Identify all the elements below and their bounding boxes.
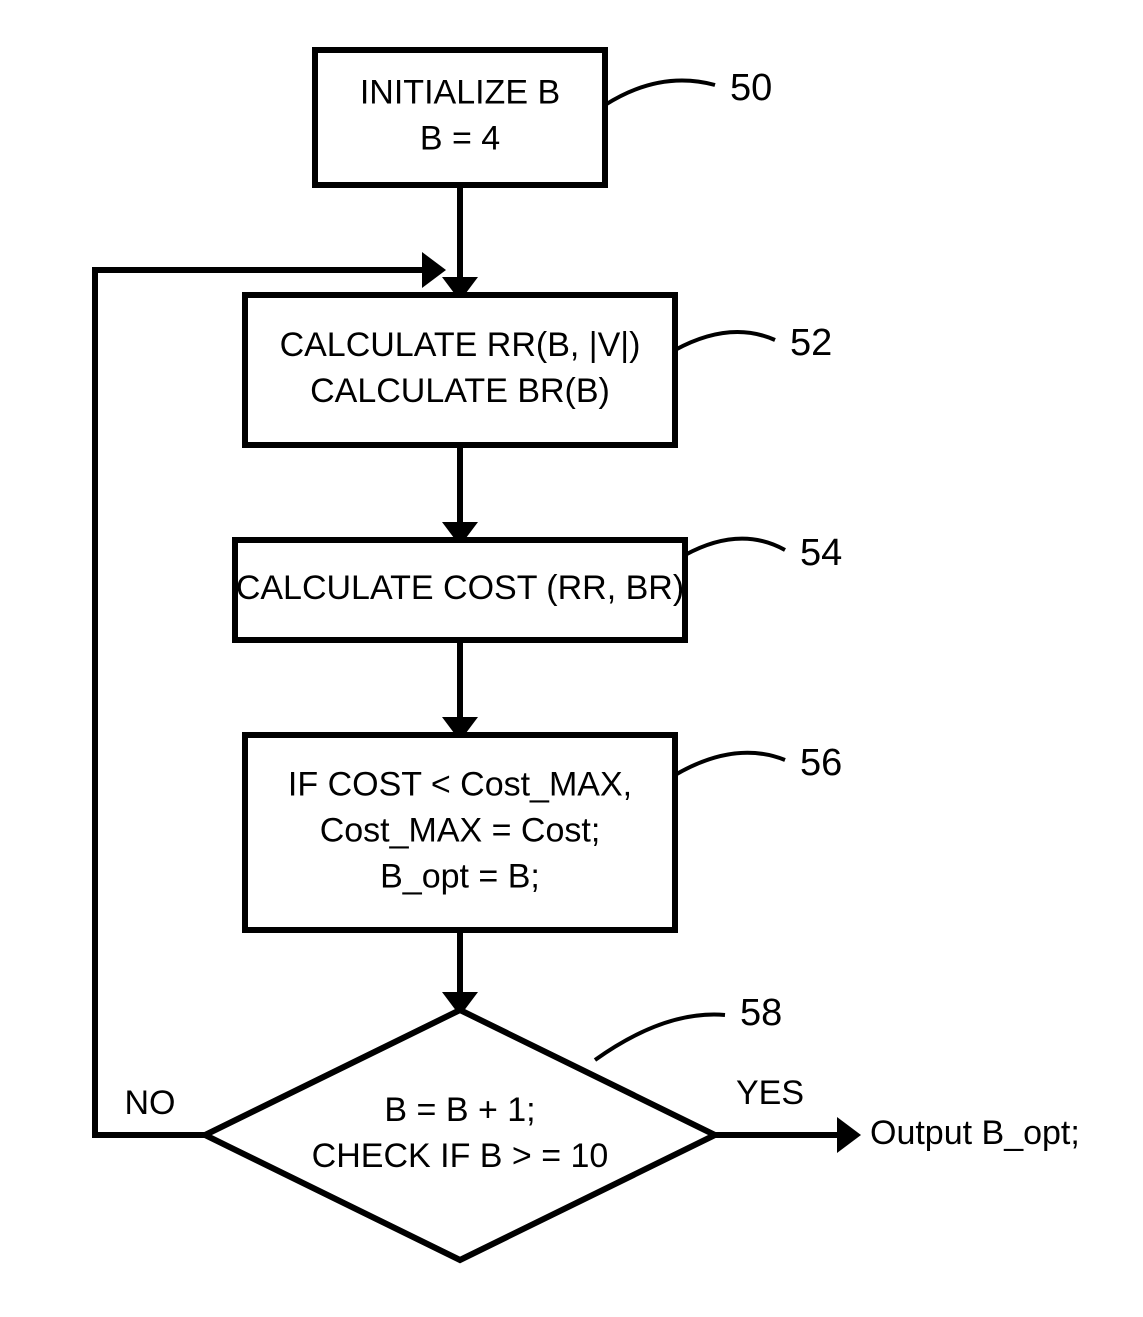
ref-label-58: 58 [740, 992, 782, 1034]
flow-node-n52 [245, 295, 675, 445]
node-text: Cost_MAX = Cost; [320, 811, 601, 849]
ref-label-54: 54 [800, 532, 842, 574]
edge-label-no: NO [125, 1084, 176, 1122]
node-text: INITIALIZE B [360, 74, 560, 112]
node-text: IF COST < Cost_MAX, [288, 766, 632, 804]
output-label: Output B_opt; [870, 1114, 1080, 1152]
node-text: B = 4 [420, 119, 500, 157]
leader-line [675, 753, 785, 775]
leader-line [685, 539, 785, 555]
node-text: CALCULATE BR(B) [310, 372, 610, 410]
flow-node-n50 [315, 50, 605, 185]
edge-label-yes: YES [736, 1074, 804, 1112]
node-text: B_opt = B; [380, 857, 540, 895]
flow-decision-n58 [205, 1010, 715, 1260]
node-text: CALCULATE RR(B, |V|) [280, 326, 641, 364]
leader-line [605, 81, 715, 106]
node-text: B = B + 1; [384, 1091, 535, 1129]
node-text: CHECK IF B > = 10 [312, 1137, 609, 1175]
ref-label-52: 52 [790, 322, 832, 364]
ref-label-50: 50 [730, 67, 772, 109]
leader-line [675, 332, 775, 350]
leader-line [595, 1015, 725, 1060]
ref-label-56: 56 [800, 742, 842, 784]
node-text: CALCULATE COST (RR, BR) [236, 569, 684, 607]
